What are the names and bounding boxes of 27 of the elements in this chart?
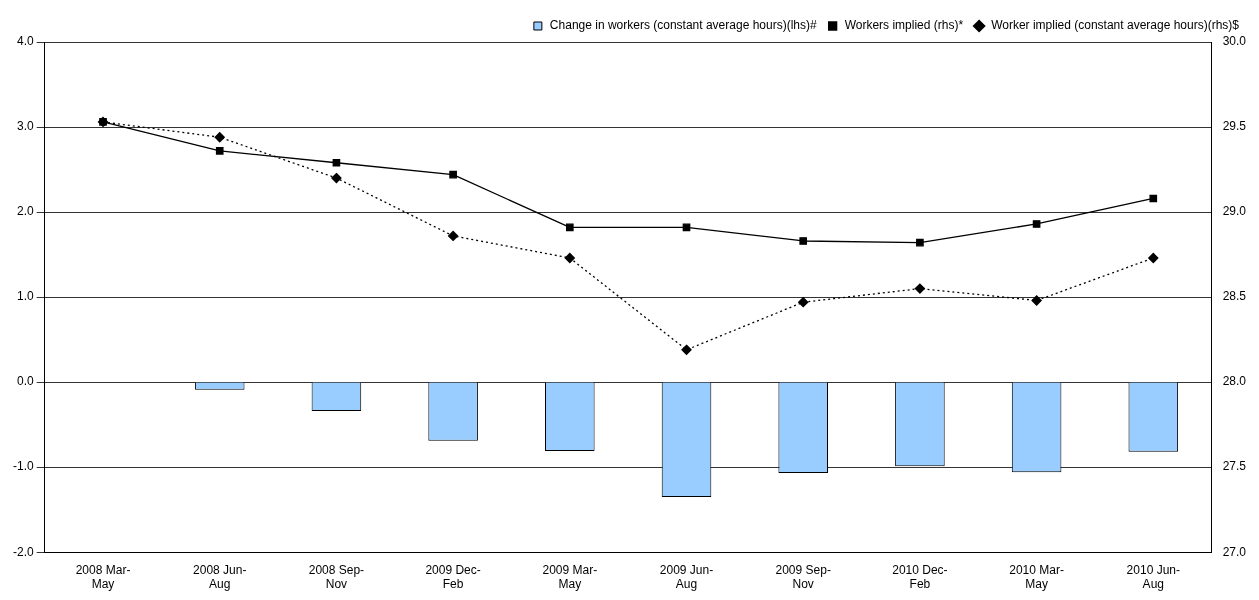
- y2-tick-label: 27.5: [1222, 459, 1247, 474]
- x-tick-label: 2008 Mar-May: [75, 562, 131, 592]
- y-tick-label: -1.0: [12, 459, 34, 474]
- legend-label: Workers implied (rhs)*: [844, 18, 964, 33]
- x-tick-label: 2010 Dec-Feb: [892, 562, 948, 592]
- y-tick-label: 1.0: [16, 289, 34, 304]
- x-tick-label: 2009 Sep-Nov: [775, 562, 831, 592]
- y2-tick-label: 28.0: [1222, 374, 1247, 389]
- y2-tick-label: 30.0: [1222, 34, 1247, 49]
- x-tick-label: 2009 Dec-Feb: [425, 562, 481, 592]
- x-tick-label: 2009 Mar-May: [542, 562, 598, 592]
- x-tick-label: 2008 Sep-Nov: [308, 562, 365, 592]
- y-tick-label: 2.0: [16, 204, 34, 219]
- y2-tick-label: 28.5: [1222, 289, 1247, 304]
- legend-label: Change in workers (constant average hours)(lhs)#: [549, 18, 817, 33]
- x-tick-label: 2009 Jun-Aug: [659, 562, 714, 592]
- y2-tick-label: 29.5: [1222, 119, 1247, 134]
- y-tick-label: 0.0: [16, 374, 34, 389]
- x-tick-label: 2010 Jun-Aug: [1126, 562, 1180, 592]
- y-tick-label: 4.0: [16, 34, 34, 49]
- y2-tick-label: 29.0: [1222, 204, 1247, 219]
- x-tick-label: 2008 Jun-Aug: [193, 562, 247, 592]
- x-tick-label: 2010 Mar-May: [1009, 562, 1064, 592]
- legend-label: Worker implied (constant average hours)(rhs)$: [991, 18, 1240, 33]
- y-tick-label: 3.0: [16, 119, 34, 134]
- y-tick-label: -2.0: [12, 544, 34, 559]
- y2-tick-label: 27.0: [1222, 544, 1247, 559]
